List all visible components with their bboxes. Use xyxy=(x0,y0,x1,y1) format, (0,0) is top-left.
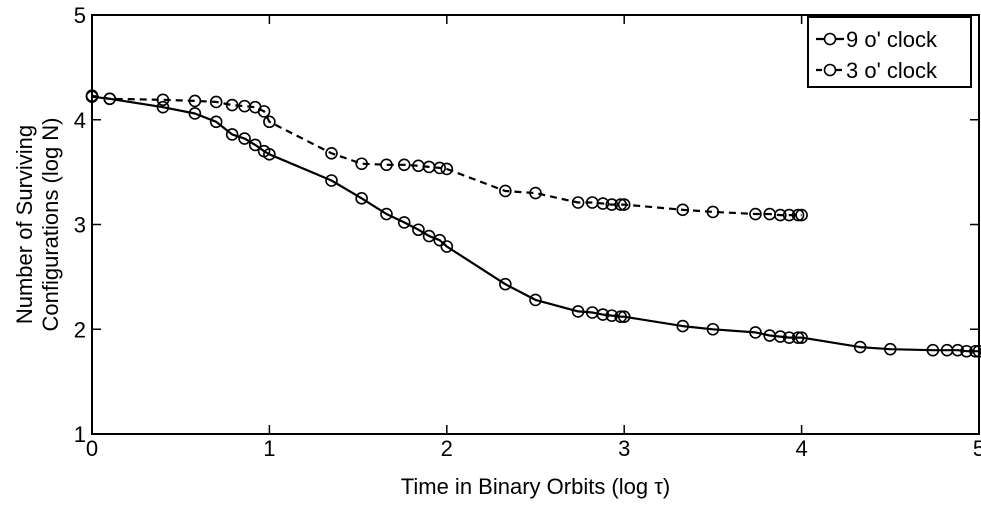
series-layer xyxy=(87,90,981,357)
x-tick-label: 3 xyxy=(618,436,630,461)
legend-swatch-marker xyxy=(825,34,836,45)
y-axis-label-line-1: Number of Surviving xyxy=(12,125,37,324)
x-tick-label: 2 xyxy=(441,436,453,461)
legend-label: 9 o' clock xyxy=(846,27,938,52)
y-axis-label-line-2: Configurations (log N) xyxy=(38,118,63,332)
x-tick-label: 0 xyxy=(86,436,98,461)
x-tick-label: 4 xyxy=(795,436,807,461)
x-tick-label: 5 xyxy=(973,436,981,461)
series-2 xyxy=(87,90,808,220)
y-tick-label: 1 xyxy=(74,422,86,447)
legend-label: 3 o' clock xyxy=(846,58,938,83)
series-1-line xyxy=(92,97,979,352)
x-tick-label: 1 xyxy=(263,436,275,461)
legend: 9 o' clock 3 o' clock xyxy=(808,17,971,87)
x-axis-label: Time in Binary Orbits (log τ) xyxy=(401,474,671,499)
y-tick-label: 3 xyxy=(74,213,86,238)
y-tick-label: 4 xyxy=(74,108,86,133)
y-tick-label: 5 xyxy=(74,3,86,28)
legend-swatch-marker xyxy=(825,65,836,76)
series-2-line xyxy=(92,96,802,215)
series-1 xyxy=(87,91,981,357)
y-tick-label: 2 xyxy=(74,317,86,342)
